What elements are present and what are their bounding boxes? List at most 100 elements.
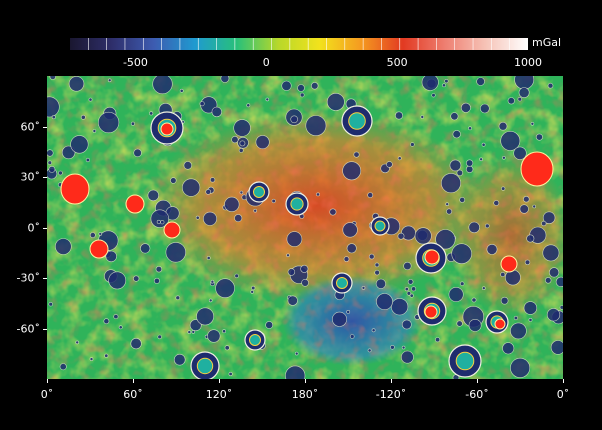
crater	[451, 243, 473, 264]
crater	[361, 286, 366, 290]
crater	[481, 142, 486, 147]
crater	[466, 159, 474, 167]
longitude-label: 60˚	[123, 388, 143, 401]
longitude-label: 0˚	[40, 388, 54, 401]
crater	[406, 291, 412, 296]
crater	[189, 319, 202, 332]
mascon	[424, 305, 438, 319]
crater	[246, 103, 251, 108]
crater	[59, 363, 67, 371]
crater	[374, 269, 380, 276]
crater	[523, 195, 530, 203]
crater-layer	[47, 76, 563, 379]
crater	[68, 76, 85, 92]
colorbar-unit: mGal	[532, 36, 562, 49]
mascon	[163, 221, 181, 239]
mascon	[60, 173, 90, 205]
crater	[290, 115, 298, 124]
basin-center	[348, 112, 366, 130]
crater	[47, 96, 60, 118]
crater	[287, 268, 296, 276]
crater	[481, 286, 486, 290]
crater	[300, 264, 309, 273]
crater	[47, 149, 54, 157]
crater	[311, 82, 319, 90]
crater	[403, 261, 412, 271]
crater	[301, 279, 309, 287]
crater	[547, 82, 554, 89]
crater	[97, 111, 120, 134]
crater	[411, 286, 417, 292]
crater	[224, 196, 240, 212]
crater	[530, 121, 535, 126]
crater	[407, 279, 414, 285]
latitude-label: 0˚	[27, 221, 41, 234]
crater	[445, 202, 450, 206]
crater	[183, 161, 193, 170]
crater	[199, 101, 205, 107]
crater	[239, 140, 246, 147]
crater	[149, 111, 154, 116]
crater	[222, 329, 227, 334]
crater	[250, 290, 254, 294]
crater	[233, 119, 251, 137]
longitude-tick	[305, 379, 306, 383]
crater	[391, 298, 409, 316]
crater	[228, 371, 233, 376]
crater	[468, 318, 482, 332]
crater	[103, 318, 110, 325]
crater	[147, 189, 160, 202]
crater	[130, 338, 142, 350]
crater	[299, 92, 305, 98]
crater	[130, 121, 135, 126]
crater	[484, 223, 490, 229]
crater	[446, 208, 453, 215]
mascon	[89, 239, 109, 259]
crater	[170, 177, 177, 184]
latitude-label: 60˚	[20, 120, 41, 133]
mascon	[160, 122, 174, 136]
longitude-tick	[133, 379, 134, 383]
mascon-layer	[60, 122, 554, 330]
crater	[535, 133, 543, 141]
crater	[239, 190, 244, 195]
longitude-label: 180˚	[291, 388, 319, 401]
crater	[479, 157, 483, 162]
crater	[47, 160, 52, 165]
crater	[375, 278, 387, 289]
crater	[173, 353, 186, 366]
crater	[542, 211, 556, 224]
crater	[502, 156, 506, 160]
colorbar-tick-label: 0	[262, 56, 270, 69]
crater	[371, 328, 376, 333]
crater	[165, 242, 187, 263]
longitude-tick	[219, 379, 220, 383]
crater	[459, 197, 466, 203]
crater	[435, 337, 441, 343]
crater	[107, 78, 112, 83]
crater	[58, 170, 63, 176]
crater	[210, 279, 215, 284]
crater	[153, 277, 160, 284]
crater	[518, 87, 530, 98]
crater	[224, 345, 230, 351]
crater	[343, 256, 350, 262]
crater	[452, 130, 461, 139]
crater	[374, 262, 380, 268]
crater	[49, 76, 56, 80]
crater	[342, 222, 358, 238]
crater	[331, 311, 347, 327]
crater	[421, 76, 439, 91]
crater	[465, 165, 474, 174]
crater	[541, 220, 547, 227]
crater	[524, 259, 531, 266]
crater	[386, 161, 393, 168]
crater	[460, 281, 465, 286]
crater	[435, 229, 456, 250]
colorbar-tick-label: 500	[386, 56, 408, 69]
crater	[394, 111, 403, 120]
crater	[471, 297, 477, 303]
crater	[118, 325, 123, 330]
crater	[205, 189, 211, 195]
crater	[414, 227, 432, 245]
